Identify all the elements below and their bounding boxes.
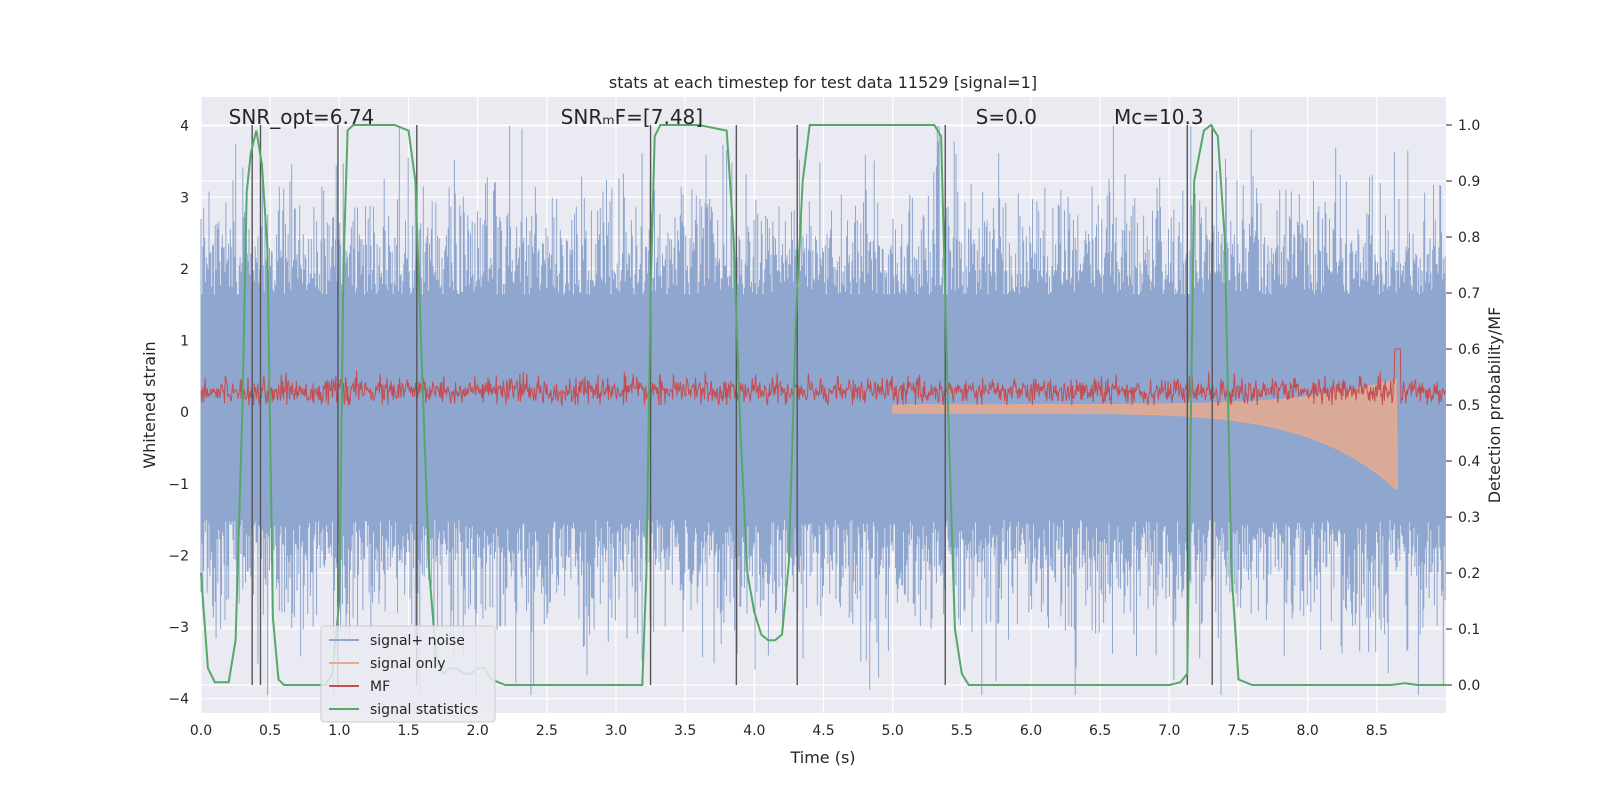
x-tick-label: 8.0 <box>1297 723 1319 739</box>
legend-label: signal+ noise <box>370 633 465 649</box>
x-tick-label: 4.0 <box>743 723 765 739</box>
y-left-axis-ticks: 4 3 2 1 0 −1 −2 −3 −4 <box>168 119 189 708</box>
x-tick-label: 6.5 <box>1089 723 1111 739</box>
y-left-axis-label: Whitened strain <box>140 341 159 468</box>
y-right-axis-ticks: 1.0 0.9 0.8 0.7 0.6 0.5 0.4 0.3 0.2 0.1 0.0 <box>1446 118 1480 694</box>
y-right-tick-label: 0.4 <box>1458 454 1480 470</box>
y-right-tick-label: 0.9 <box>1458 174 1480 190</box>
y-right-tick-label: 0.0 <box>1458 678 1480 694</box>
signal-only-trace <box>892 378 1399 491</box>
x-axis-ticks: 0.0 0.5 1.0 1.5 2.0 2.5 3.0 3.5 4.0 4.5 5.0 5.5 6.0 6… <box>190 723 1388 739</box>
x-tick-label: 2.5 <box>536 723 558 739</box>
y-right-tick-label: 0.6 <box>1458 342 1480 358</box>
mf-trace <box>200 348 1446 407</box>
y-left-tick-label: 1 <box>180 334 189 350</box>
mf-series <box>200 348 1446 407</box>
x-tick-label: 3.5 <box>674 723 696 739</box>
x-tick-label: 8.5 <box>1366 723 1388 739</box>
x-tick-label: 7.0 <box>1158 723 1180 739</box>
annotations: SNR_opt=6.74 SNRₘF=[7.48] S=0.0 Mᴄ=10.3 <box>229 105 1204 129</box>
y-right-tick-label: 0.2 <box>1458 566 1480 582</box>
y-right-tick-label: 0.5 <box>1458 398 1480 414</box>
legend-label: MF <box>370 679 390 695</box>
signal-only-series <box>892 378 1399 491</box>
legend-label: signal only <box>370 656 445 672</box>
x-tick-label: 1.0 <box>328 723 350 739</box>
y-left-tick-label: 0 <box>180 405 189 421</box>
chart-title: stats at each timestep for test data 115… <box>609 73 1037 92</box>
y-left-tick-label: −1 <box>168 477 189 493</box>
y-right-tick-label: 0.1 <box>1458 622 1480 638</box>
x-tick-label: 5.5 <box>951 723 973 739</box>
signal-statistics-line <box>200 123 1446 686</box>
signal-statistics-series <box>200 123 1446 686</box>
y-left-tick-label: −2 <box>168 548 189 564</box>
annotation-snr-opt: SNR_opt=6.74 <box>229 105 375 129</box>
annotation-snr-mf: SNRₘF=[7.48] <box>561 105 703 129</box>
annotation-mc-value: Mᴄ=10.3 <box>1114 105 1204 129</box>
x-axis-label: Time (s) <box>789 748 855 767</box>
legend-label: signal statistics <box>370 702 478 718</box>
y-left-tick-label: −3 <box>168 620 189 636</box>
x-tick-label: 2.0 <box>467 723 489 739</box>
legend-box <box>320 625 496 723</box>
x-tick-label: 7.5 <box>1227 723 1249 739</box>
y-right-tick-label: 0.3 <box>1458 510 1480 526</box>
x-tick-label: 6.0 <box>1020 723 1042 739</box>
y-left-tick-label: −4 <box>168 692 189 708</box>
vertical-markers <box>251 125 1213 685</box>
y-left-tick-label: 3 <box>180 190 189 206</box>
y-left-tick-label: 4 <box>180 119 189 135</box>
x-tick-label: 3.0 <box>605 723 627 739</box>
y-right-axis-label: Detection probability/MF <box>1485 307 1504 504</box>
x-tick-label: 5.0 <box>882 723 904 739</box>
y-right-tick-label: 0.8 <box>1458 230 1480 246</box>
y-right-tick-label: 0.7 <box>1458 286 1480 302</box>
y-left-tick-label: 2 <box>180 262 189 278</box>
x-tick-label: 0.0 <box>190 723 212 739</box>
y-right-tick-label: 1.0 <box>1458 118 1480 134</box>
legend: signal+ noise signal only MF signal statist… <box>320 625 496 723</box>
annotation-s-value: S=0.0 <box>976 105 1037 129</box>
x-tick-label: 4.5 <box>812 723 834 739</box>
x-tick-label: 0.5 <box>259 723 281 739</box>
x-tick-label: 1.5 <box>397 723 419 739</box>
